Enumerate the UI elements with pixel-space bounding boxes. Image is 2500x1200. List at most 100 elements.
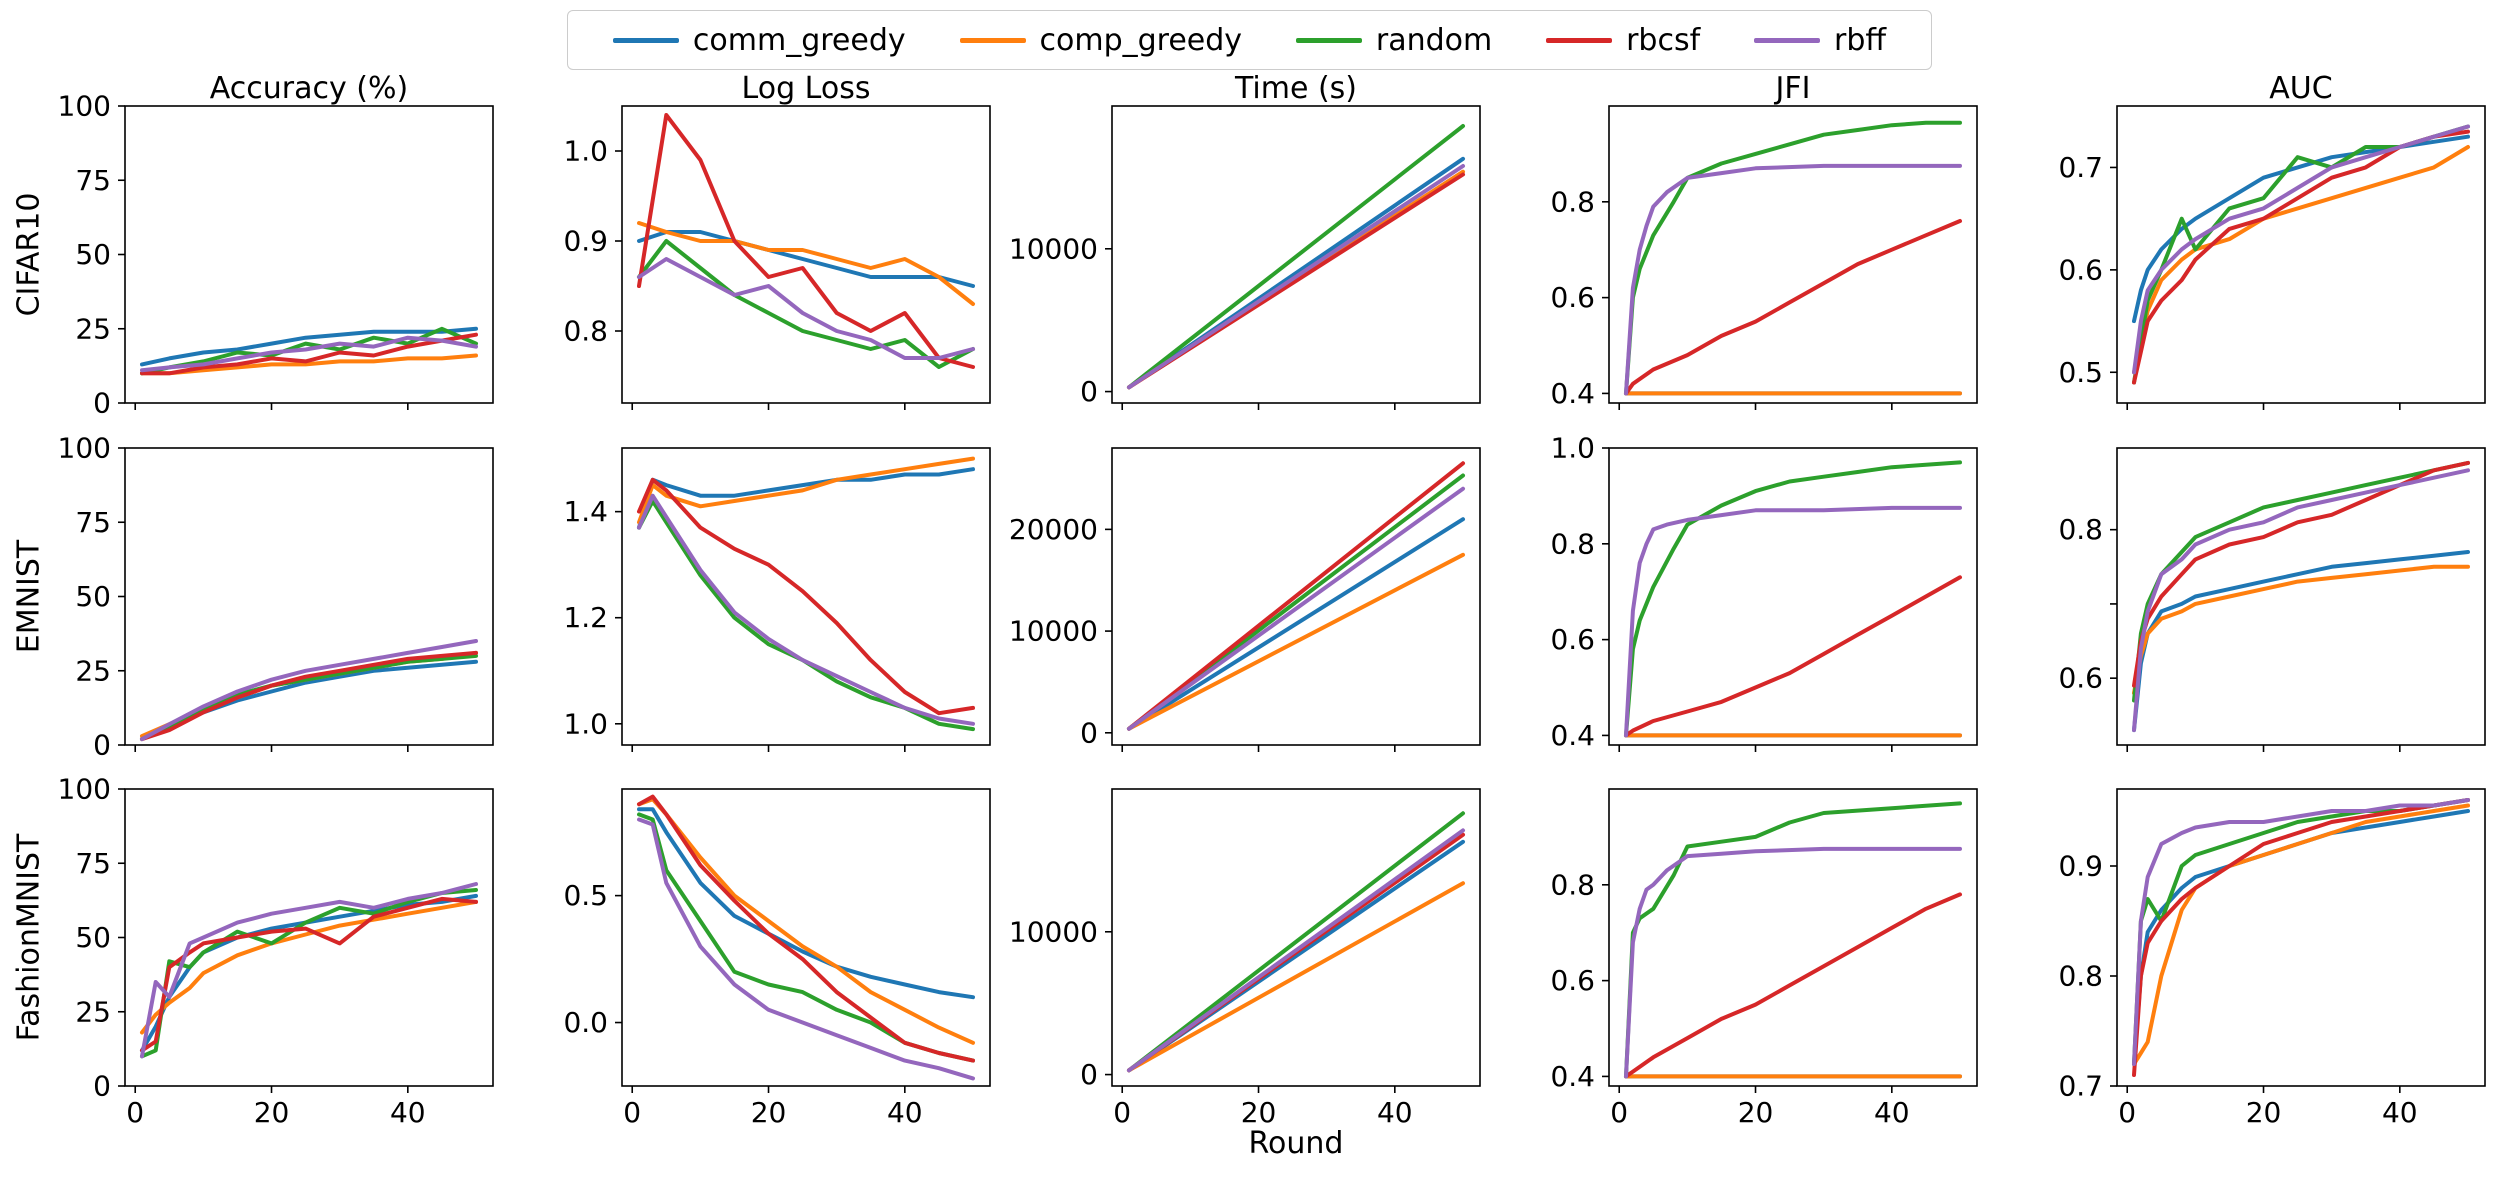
- series-line-random: [1127, 124, 1465, 390]
- series-line-comp-greedy: [637, 221, 975, 306]
- series-line-rbff: [1127, 828, 1465, 1073]
- y-tick-label: 0.8: [2058, 960, 2103, 993]
- y-tick-label: 1.4: [563, 495, 608, 528]
- y-tick-label: 0.9: [563, 225, 608, 258]
- y-tick-label: 10000: [1009, 915, 1098, 948]
- series-line-rbcsf: [140, 896, 478, 1053]
- series-line-comm-greedy: [2132, 809, 2470, 1066]
- y-tick-label: 25: [75, 312, 111, 345]
- y-tick-label: 0.6: [1550, 623, 1595, 656]
- series-line-rbff: [2132, 468, 2470, 733]
- axes-frame: [621, 105, 991, 404]
- series-line-comp-greedy: [637, 456, 975, 525]
- axes-frame: [124, 447, 494, 746]
- legend-swatch: [612, 37, 679, 43]
- legend-swatch: [1546, 37, 1613, 43]
- y-tick-label: 0.9: [2058, 850, 2103, 883]
- y-tick-label: 0.6: [2058, 662, 2103, 695]
- series-line-comm-greedy: [140, 659, 478, 742]
- x-tick-label: 40: [390, 1096, 426, 1129]
- panel-fashionmnist-log-loss: 0.0 0.5 0 20 40: [563, 788, 991, 1129]
- axes-frame: [621, 447, 991, 746]
- x-tick-label: 0: [126, 1096, 144, 1129]
- axes-frame: [1608, 447, 1978, 746]
- y-tick-label: 0: [93, 1070, 111, 1103]
- series-line-random: [637, 499, 975, 732]
- x-tick-label: 0: [1610, 1096, 1628, 1129]
- y-tick-label: 1.0: [563, 707, 608, 740]
- series-line-rbcsf: [637, 477, 975, 716]
- series-line-rbcsf: [1624, 219, 1962, 396]
- legend-item-rbff: rbff: [1754, 23, 1886, 58]
- axes-frame: [1111, 447, 1481, 746]
- legend-label: random: [1375, 22, 1493, 58]
- x-tick-label: 40: [2382, 1096, 2418, 1129]
- series-line-comm-greedy: [637, 807, 975, 1000]
- axes-frame: [1111, 788, 1481, 1087]
- axes-frame: [621, 788, 991, 1087]
- legend-swatch: [1295, 37, 1362, 43]
- x-tick-label: 40: [1874, 1096, 1910, 1129]
- x-tick-label: 20: [1738, 1096, 1774, 1129]
- series-line-rbcsf: [140, 650, 478, 742]
- y-tick-label: 0: [1080, 375, 1098, 408]
- series-line-rbff: [1127, 164, 1465, 390]
- axes-frame: [124, 788, 494, 1087]
- panel-cifar10-jfi: 0.4 0.6 0.8: [1550, 105, 1978, 410]
- series-line-rbff: [637, 493, 975, 726]
- panel-cifar10-accuracy: 0 25 50 75 100: [58, 90, 494, 420]
- x-tick-label: 40: [1377, 1096, 1413, 1129]
- series-line-comm-greedy: [637, 230, 975, 288]
- series-line-rbcsf: [1127, 461, 1465, 731]
- y-tick-label: 0.4: [1550, 719, 1595, 752]
- legend-item-comm-greedy: comm_greedy: [612, 22, 906, 58]
- y-tick-label: 0.7: [2058, 1070, 2103, 1103]
- axes-frame: [1111, 105, 1481, 404]
- panel-cifar10-auc: 0.5 0.6 0.7: [2058, 105, 2486, 410]
- series-line-random: [2132, 460, 2470, 703]
- series-line-random: [1127, 811, 1465, 1073]
- y-tick-label: 0.5: [2058, 356, 2103, 389]
- series-line-rbff: [637, 257, 975, 360]
- axes-frame: [1608, 105, 1978, 404]
- series-line-comp-greedy: [2132, 803, 2470, 1066]
- x-tick-label: 40: [887, 1096, 923, 1129]
- panel-cifar10-time-s: 0 10000: [1009, 105, 1481, 410]
- series-line-comp-greedy: [2132, 145, 2470, 375]
- row-label-cifar10: CIFAR10: [12, 193, 47, 317]
- series-line-random: [1624, 120, 1962, 396]
- y-tick-label: 0.8: [563, 315, 608, 348]
- x-axis-label: Round: [1249, 1126, 1344, 1161]
- y-tick-label: 0.8: [2058, 513, 2103, 546]
- y-tick-label: 75: [75, 164, 111, 197]
- legend-item-rbcsf: rbcsf: [1546, 23, 1700, 58]
- panel-emnist-accuracy: 0 25 50 75 100: [58, 432, 494, 762]
- y-tick-label: 100: [58, 773, 111, 806]
- y-tick-label: 10000: [1009, 615, 1098, 648]
- y-tick-label: 75: [75, 506, 111, 539]
- series-line-random: [2132, 798, 2470, 1066]
- series-line-rbcsf: [637, 113, 975, 369]
- series-line-comp-greedy: [1127, 881, 1465, 1073]
- panel-emnist-time-s: 0 10000 20000: [1009, 447, 1481, 752]
- x-tick-label: 20: [751, 1096, 787, 1129]
- series-line-rbff: [140, 639, 478, 742]
- column-title-log-loss: Log Loss: [742, 71, 871, 106]
- legend-item-comp-greedy: comp_greedy: [959, 23, 1242, 58]
- series-line-rbff: [2132, 798, 2470, 1066]
- panel-emnist-auc: 0.6 0.8: [2058, 447, 2486, 752]
- y-tick-label: 25: [75, 995, 111, 1028]
- panel-cifar10-log-loss: 0.8 0.9 1.0: [563, 105, 991, 410]
- series-line-rbff: [140, 882, 478, 1059]
- y-tick-label: 50: [75, 921, 111, 954]
- series-line-rbff: [1127, 486, 1465, 731]
- series-line-comm-greedy: [637, 467, 975, 530]
- series-line-rbff: [140, 335, 478, 373]
- panel-emnist-log-loss: 1.0 1.2 1.4: [563, 447, 991, 752]
- series-line-comp-greedy: [1127, 552, 1465, 731]
- y-tick-label: 0.8: [1550, 868, 1595, 901]
- x-tick-label: 20: [2246, 1096, 2282, 1129]
- panel-emnist-jfi: 0.4 0.6 0.8 1.0: [1550, 432, 1978, 752]
- legend-label: comm_greedy: [692, 22, 906, 58]
- y-tick-label: 0.7: [2058, 151, 2103, 184]
